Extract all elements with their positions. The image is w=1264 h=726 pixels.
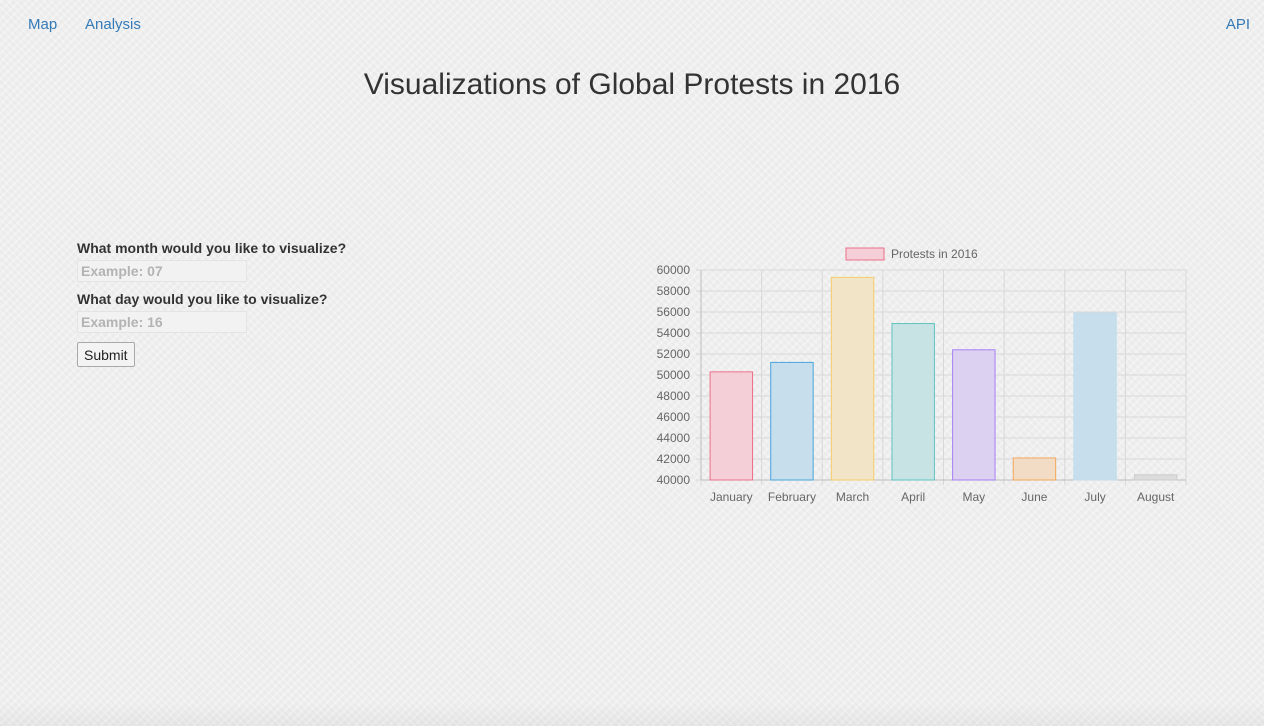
bar-july bbox=[1073, 312, 1117, 481]
date-form: What month would you like to visualize? … bbox=[77, 240, 377, 367]
submit-button[interactable]: Submit bbox=[77, 342, 135, 367]
bar-march bbox=[830, 276, 875, 481]
x-tick-label: March bbox=[836, 490, 869, 504]
bar-april bbox=[891, 323, 935, 481]
y-tick-label: 48000 bbox=[657, 389, 691, 403]
y-tick-label: 40000 bbox=[657, 473, 691, 487]
y-tick-label: 44000 bbox=[657, 431, 691, 445]
bar-january bbox=[709, 371, 754, 481]
y-tick-label: 50000 bbox=[657, 368, 691, 382]
nav-map-link[interactable]: Map bbox=[28, 16, 58, 33]
day-label: What day would you like to visualize? bbox=[77, 291, 328, 307]
bar-june bbox=[1012, 457, 1057, 481]
x-tick-label: May bbox=[962, 490, 985, 504]
y-tick-label: 42000 bbox=[657, 452, 691, 466]
y-tick-label: 54000 bbox=[657, 326, 691, 340]
bar-may bbox=[952, 349, 996, 481]
x-tick-label: August bbox=[1137, 490, 1175, 504]
x-tick-label: June bbox=[1021, 490, 1047, 504]
y-tick-label: 46000 bbox=[657, 410, 691, 424]
y-tick-label: 58000 bbox=[657, 284, 691, 298]
y-tick-label: 60000 bbox=[657, 263, 691, 277]
x-tick-label: April bbox=[901, 490, 925, 504]
x-tick-label: January bbox=[710, 490, 753, 504]
protests-bar-chart: 40000 42000 44000 46000 48000 50000 52000 54000… bbox=[657, 247, 1187, 504]
month-label: What month would you like to visualize? bbox=[77, 240, 347, 256]
bar-february bbox=[770, 361, 814, 481]
month-input[interactable] bbox=[77, 260, 247, 282]
legend-swatch bbox=[845, 247, 885, 261]
legend-label: Protests in 2016 bbox=[891, 247, 978, 261]
y-tick-label: 52000 bbox=[657, 347, 691, 361]
page-title: Visualizations of Global Protests in 201… bbox=[363, 68, 901, 101]
nav-analysis-link[interactable]: Analysis bbox=[85, 16, 141, 33]
y-tick-label: 56000 bbox=[657, 305, 691, 319]
x-tick-label: July bbox=[1084, 490, 1105, 504]
day-input[interactable] bbox=[77, 311, 247, 333]
nav-api-link[interactable]: API bbox=[1225, 16, 1250, 33]
x-tick-label: February bbox=[768, 490, 816, 504]
bar-august bbox=[1133, 474, 1178, 481]
page-bottom-shade bbox=[0, 702, 1264, 726]
